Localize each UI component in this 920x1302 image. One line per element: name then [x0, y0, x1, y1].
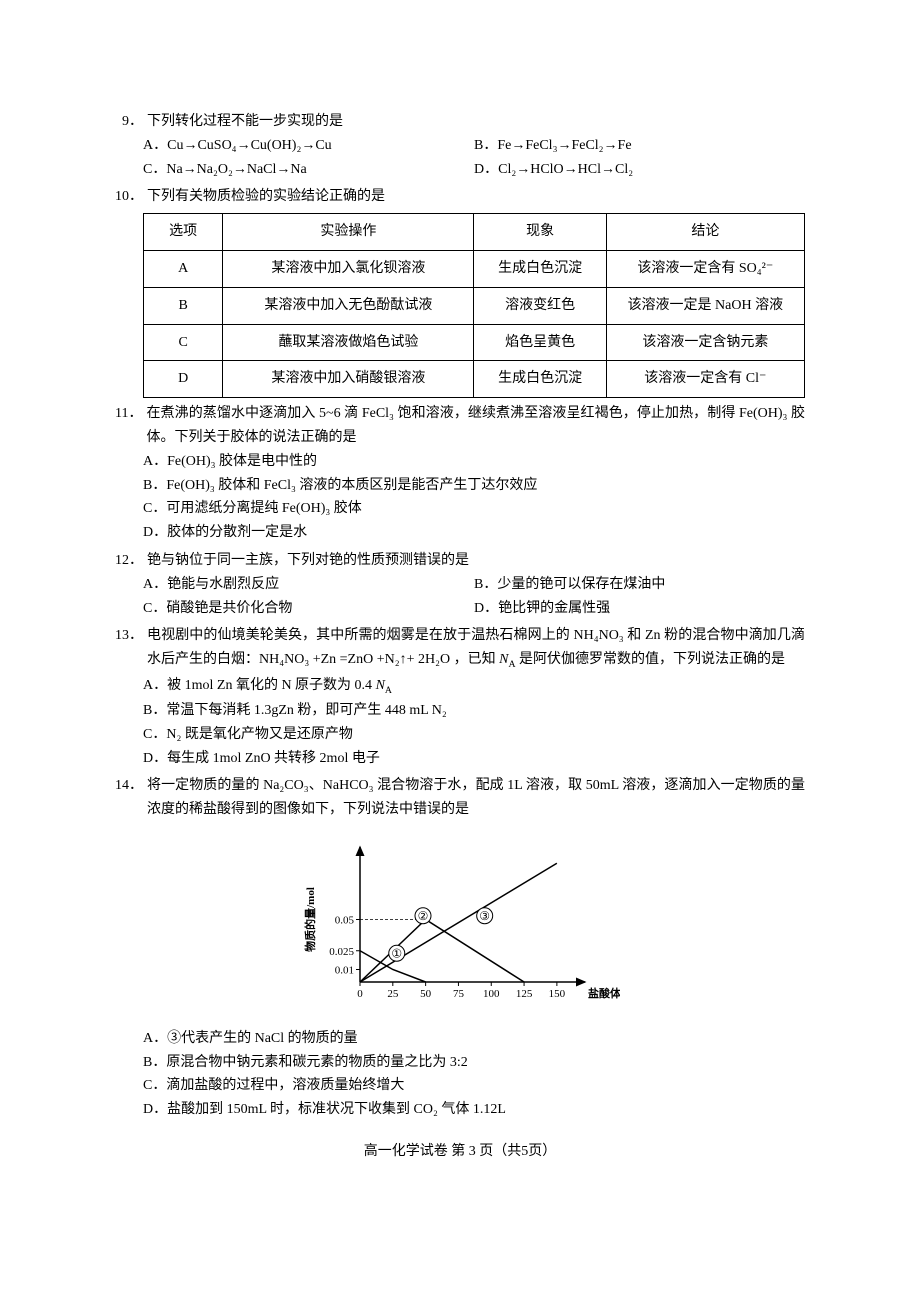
q13-num: 13． [115, 624, 147, 673]
svg-text:25: 25 [387, 988, 399, 1000]
q11-opt-d: D．胶体的分散剂一定是水 [143, 521, 805, 545]
q12-opt-c: C．硝酸铯是共价化合物 [143, 597, 474, 621]
q11-opt-b: B．Fe(OH)₃ 胶体和 FeCl₃ 溶液的本质区别是能否产生丁达尔效应 [143, 474, 805, 498]
page-footer: 高一化学试卷 第 3 页（共5页） [115, 1140, 805, 1164]
q14-opt-c: C．滴加盐酸的过程中，溶液质量始终增大 [143, 1074, 805, 1098]
q12-opt-a: A．铯能与水剧烈反应 [143, 573, 474, 597]
q14-opt-a: A．③代表产生的 NaCl 的物质的量 [143, 1027, 805, 1051]
q14-chart-svg: 0 25 50 75 100 125 150 0.01 0.025 0.05 物质的量/mol 盐酸体… [300, 830, 620, 1010]
svg-text:物质的量/mol: 物质的量/mol [303, 887, 317, 952]
q9-stem: 下列转化过程不能一步实现的是 [147, 110, 805, 134]
svg-text:150: 150 [549, 988, 566, 1000]
q9-opt-a: A．Cu→CuSO₄→Cu(OH)₂→Cu [143, 134, 474, 158]
q10-h0: 选项 [144, 214, 223, 251]
question-13: 13． 电视剧中的仙境美轮美奂，其中所需的烟雾是在放于温热石棉网上的 NH₄NO… [115, 624, 805, 770]
table-row: B 某溶液中加入无色酚酞试液 溶液变红色 该溶液一定是 NaOH 溶液 [144, 287, 805, 324]
q11-opt-c: C．可用滤纸分离提纯 Fe(OH)₃ 胶体 [143, 497, 805, 521]
q13-stem: 电视剧中的仙境美轮美奂，其中所需的烟雾是在放于温热石棉网上的 NH₄NO₃ 和 … [147, 624, 805, 673]
q10-h1: 实验操作 [223, 214, 474, 251]
q12-stem: 铯与钠位于同一主族，下列对铯的性质预测错误的是 [147, 549, 805, 573]
svg-text:①: ① [391, 946, 402, 960]
table-row: D 某溶液中加入硝酸银溶液 生成白色沉淀 该溶液一定含有 Cl⁻ [144, 361, 805, 398]
q10-num: 10． [115, 185, 147, 209]
question-12: 12． 铯与钠位于同一主族，下列对铯的性质预测错误的是 A．铯能与水剧烈反应 B… [115, 549, 805, 620]
question-14: 14． 将一定物质的量的 Na₂CO₃、NaHCO₃ 混合物溶于水，配成 1L … [115, 774, 805, 1122]
question-11: 11． 在煮沸的蒸馏水中逐滴加入 5~6 滴 FeCl₃ 饱和溶液，继续煮沸至溶… [115, 402, 805, 545]
table-row: A 某溶液中加入氯化钡溶液 生成白色沉淀 该溶液一定含有 SO₄²⁻ [144, 250, 805, 287]
q12-num: 12． [115, 549, 147, 573]
question-9: 9． 下列转化过程不能一步实现的是 A．Cu→CuSO₄→Cu(OH)₂→Cu … [115, 110, 805, 181]
q13-opt-a: A．被 1mol Zn 氧化的 N 原子数为 0.4 NA [143, 674, 805, 699]
q14-chart: 0 25 50 75 100 125 150 0.01 0.025 0.05 物质的量/mol 盐酸体… [115, 830, 805, 1019]
table-row: C 蘸取某溶液做焰色试验 焰色呈黄色 该溶液一定含钠元素 [144, 324, 805, 361]
q13-opt-b: B．常温下每消耗 1.3gZn 粉，即可产生 448 mL N₂ [143, 699, 805, 723]
q10-table: 选项 实验操作 现象 结论 A 某溶液中加入氯化钡溶液 生成白色沉淀 该溶液一定… [143, 213, 805, 398]
svg-text:盐酸体积/ml: 盐酸体积/ml [588, 986, 620, 1000]
svg-text:②: ② [418, 909, 429, 923]
svg-text:0.025: 0.025 [329, 946, 354, 958]
q13-opt-d: D．每生成 1mol ZnO 共转移 2mol 电子 [143, 747, 805, 771]
q11-num: 11． [115, 402, 146, 450]
svg-text:0.01: 0.01 [335, 965, 354, 977]
svg-text:50: 50 [420, 988, 432, 1000]
q11-stem: 在煮沸的蒸馏水中逐滴加入 5~6 滴 FeCl₃ 饱和溶液，继续煮沸至溶液呈红褐… [146, 402, 805, 450]
svg-text:0: 0 [357, 988, 363, 1000]
q10-h2: 现象 [474, 214, 606, 251]
q14-opt-b: B．原混合物中钠元素和碳元素的物质的量之比为 3:2 [143, 1051, 805, 1075]
q9-opt-b: B．Fe→FeCl₃→FeCl₂→Fe [474, 134, 805, 158]
q10-h3: 结论 [606, 214, 804, 251]
q11-opt-a: A．Fe(OH)₃ 胶体是电中性的 [143, 450, 805, 474]
q12-opt-d: D．铯比钾的金属性强 [474, 597, 805, 621]
q13-opt-c: C．N₂ 既是氧化产物又是还原产物 [143, 723, 805, 747]
q9-opt-c: C．Na→Na₂O₂→NaCl→Na [143, 158, 474, 182]
q10-stem: 下列有关物质检验的实验结论正确的是 [147, 185, 805, 209]
svg-text:75: 75 [453, 988, 465, 1000]
svg-text:100: 100 [483, 988, 500, 1000]
q14-num: 14． [115, 774, 147, 822]
svg-text:125: 125 [516, 988, 533, 1000]
q9-num: 9． [115, 110, 147, 134]
q12-opt-b: B．少量的铯可以保存在煤油中 [474, 573, 805, 597]
svg-text:0.05: 0.05 [335, 915, 355, 927]
q9-opt-d: D．Cl₂→HClO→HCl→Cl₂ [474, 158, 805, 182]
q14-opt-d: D．盐酸加到 150mL 时，标准状况下收集到 CO₂ 气体 1.12L [143, 1098, 805, 1122]
q14-stem: 将一定物质的量的 Na₂CO₃、NaHCO₃ 混合物溶于水，配成 1L 溶液，取… [147, 774, 805, 822]
svg-text:③: ③ [479, 909, 490, 923]
question-10: 10． 下列有关物质检验的实验结论正确的是 选项 实验操作 现象 结论 A 某溶… [115, 185, 805, 398]
